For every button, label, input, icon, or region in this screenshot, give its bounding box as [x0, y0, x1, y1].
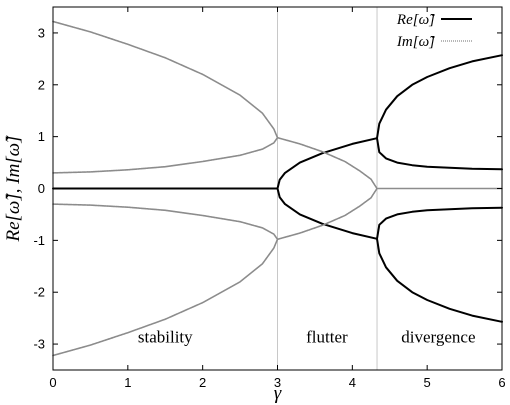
re-curve-2	[276, 137, 378, 190]
x-tick-label: 4	[349, 375, 356, 390]
im-curve-6	[276, 187, 378, 241]
region-labels: stability flutter divergence	[138, 327, 476, 346]
y-tick-label: 1	[38, 129, 45, 144]
re-curve-5	[376, 137, 503, 171]
re-curve-3	[276, 187, 378, 240]
region-label-stability: stability	[138, 327, 193, 346]
ticks-layer: 0 1 2 3 4 5 6 -3 -2 -1 0 1 2 3	[33, 7, 506, 390]
x-tick-label: 0	[49, 375, 56, 390]
y-tick-label: -1	[33, 233, 45, 248]
y-axis-title: Re[ω̃], Im[ω̃]	[3, 135, 24, 243]
im-curve-2	[52, 136, 279, 174]
x-axis-title: γ	[274, 383, 282, 404]
series-layer	[52, 20, 503, 357]
re-curve-4	[376, 54, 503, 140]
x-tick-label: 2	[199, 375, 206, 390]
x-tick-label: 5	[424, 375, 431, 390]
y-tick-label: 0	[38, 181, 45, 196]
legend: Re[ω̃] Im[ω̃]	[396, 12, 472, 50]
re-curve-7	[376, 206, 503, 240]
region-label-divergence: divergence	[401, 327, 475, 346]
re-curve-6	[376, 237, 503, 323]
im-curve-3	[52, 238, 279, 357]
critical-lines	[277, 7, 378, 370]
x-tick-label: 1	[124, 375, 131, 390]
y-tick-label: 3	[38, 25, 45, 40]
legend-label-2: Im[ω̃]	[396, 34, 435, 50]
im-curve-1	[52, 20, 279, 139]
region-label-flutter: flutter	[306, 327, 348, 346]
y-tick-label: -3	[33, 337, 45, 352]
y-tick-label: 2	[38, 77, 45, 92]
legend-label-1: Re[ω̃]	[396, 12, 435, 28]
x-tick-label: 3	[274, 375, 281, 390]
im-curve-4	[52, 203, 279, 241]
y-tick-label: -2	[33, 285, 45, 300]
x-tick-label: 6	[498, 375, 505, 390]
im-curve-5	[276, 136, 378, 190]
